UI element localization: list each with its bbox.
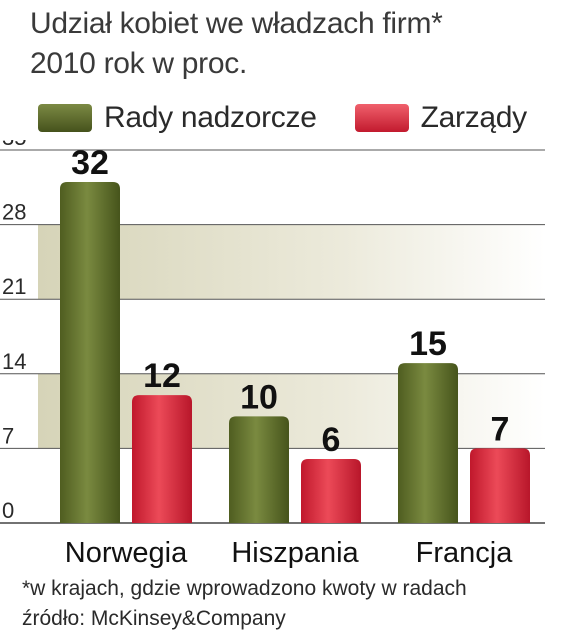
category-label: Hiszpania [231, 537, 359, 569]
legend-label-zarzady: Zarządy [420, 101, 528, 134]
bar-zarządy-francja [470, 448, 530, 523]
title-line-1: Udział kobiet we władzach firm* [30, 7, 443, 40]
bar-chart: 0 7 14 21 28 35 32 12 10 6 15 7 Norwegia Hiszpania F… [0, 140, 545, 569]
title-line-2: 2010 rok w proc. [30, 47, 247, 80]
grid-band [38, 373, 545, 449]
bar-zarządy-hiszpania [301, 459, 361, 523]
bar-rady-nadzorcze-norwegia [60, 181, 120, 523]
y-tick-label: 14 [2, 349, 26, 374]
y-tick-label: 35 [2, 140, 26, 150]
bar-zarządy-norwegia [132, 395, 192, 523]
y-tick-label: 28 [2, 200, 26, 225]
bar-value-label: 15 [409, 325, 447, 363]
category-label: Norwegia [65, 537, 188, 569]
chart-title: Udział kobiet we władzach firm* 2010 rok… [30, 4, 443, 84]
y-tick-label: 0 [2, 498, 14, 523]
bars [60, 181, 530, 523]
grid-band [38, 224, 545, 300]
bar-value-label: 12 [143, 357, 181, 395]
bar-rady-nadzorcze-francja [398, 363, 458, 523]
source-note: źródło: McKinsey&Company [22, 607, 286, 630]
y-tick-labels: 0 7 14 21 28 35 [2, 140, 26, 523]
legend-swatch-rady [38, 104, 92, 132]
legend-item-rady: Rady nadzorcze [38, 101, 317, 135]
value-labels: 32 12 10 6 15 7 [71, 144, 509, 459]
bar-value-label: 32 [71, 144, 109, 182]
bar-value-label: 6 [322, 421, 341, 459]
grid-bands [38, 224, 545, 449]
legend-swatch-zarzady [354, 104, 409, 132]
bar-rady-nadzorcze-hiszpania [229, 416, 289, 523]
category-label: Francja [416, 537, 514, 569]
legend-label-rady: Rady nadzorcze [104, 101, 317, 134]
category-labels: Norwegia Hiszpania Francja [65, 537, 513, 569]
y-tick-label: 7 [2, 423, 14, 448]
footnote: *w krajach, gdzie wprowadzono kwoty w ra… [22, 577, 467, 600]
y-tick-label: 21 [2, 274, 26, 299]
legend-item-zarzady: Zarządy [354, 101, 528, 135]
legend: Rady nadzorcze Zarządy [38, 100, 565, 136]
bar-value-label: 7 [491, 410, 510, 448]
bar-value-label: 10 [240, 378, 278, 416]
